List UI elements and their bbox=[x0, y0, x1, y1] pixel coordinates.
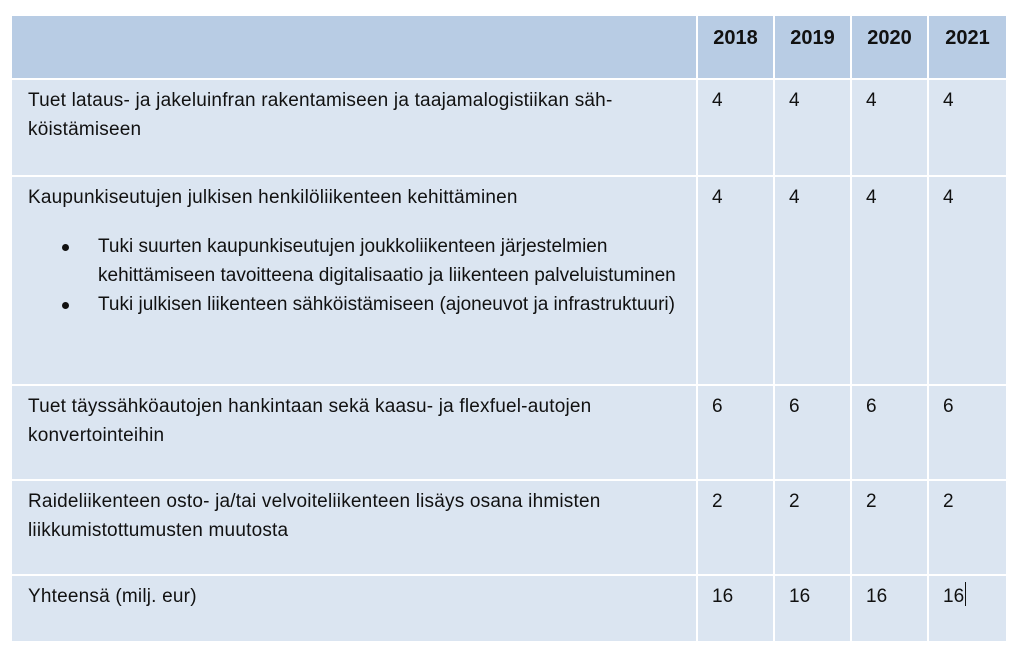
total-value-text: 16 bbox=[943, 586, 965, 607]
bullet-item: Tuki julkisen liikenteen sähköistämiseen… bbox=[62, 290, 682, 319]
funding-table: 2018 2019 2020 2021 Tuet lataus- ja jake… bbox=[12, 16, 1006, 643]
row-label-text: Yhteensä (milj. eur) bbox=[28, 586, 197, 607]
bullet-text: Tuki julkisen liikenteen sähköistämiseen… bbox=[98, 294, 675, 315]
total-value-cell: 16 bbox=[698, 576, 775, 643]
total-value-cell: 16 bbox=[852, 576, 929, 643]
value-cell: 4 bbox=[698, 177, 775, 386]
value-cell: 2 bbox=[852, 481, 929, 576]
header-year-2020: 2020 bbox=[852, 16, 929, 80]
row-label-text: Tuet lataus- ja jakeluinfran rakentamise… bbox=[28, 90, 613, 140]
row-label-text: Tuet täyssähköautojen hankintaan sekä ka… bbox=[28, 396, 592, 446]
value-cell: 4 bbox=[929, 177, 1006, 386]
header-year-2018: 2018 bbox=[698, 16, 775, 80]
value-cell: 2 bbox=[775, 481, 852, 576]
value-cell: 4 bbox=[698, 80, 775, 177]
row-label-total: Yhteensä (milj. eur) bbox=[12, 576, 698, 643]
bullet-item: Tuki suurten kaupunkiseutujen joukkoliik… bbox=[62, 232, 682, 290]
bullet-text: Tuki suurten kaupunkiseutujen joukkoliik… bbox=[98, 236, 676, 286]
value-cell: 6 bbox=[775, 386, 852, 481]
row-label-public-transport: Kaupunkiseutujen julkisen henkilöliikent… bbox=[12, 177, 698, 386]
row-label-charging-infra: Tuet lataus- ja jakeluinfran rakentamise… bbox=[12, 80, 698, 177]
total-value-cell-last[interactable]: 16 bbox=[929, 576, 1006, 643]
bullet-list: Tuki suurten kaupunkiseutujen joukkoliik… bbox=[28, 232, 682, 319]
value-cell: 6 bbox=[852, 386, 929, 481]
row-label-text: Raideliikenteen osto- ja/tai velvoitelii… bbox=[28, 491, 601, 541]
value-cell: 4 bbox=[852, 80, 929, 177]
row-label-electric-cars: Tuet täyssähköautojen hankintaan sekä ka… bbox=[12, 386, 698, 481]
value-cell: 2 bbox=[929, 481, 1006, 576]
row-label-rail-transport: Raideliikenteen osto- ja/tai velvoitelii… bbox=[12, 481, 698, 576]
header-year-2021: 2021 bbox=[929, 16, 1006, 80]
value-cell: 4 bbox=[775, 80, 852, 177]
total-value-cell: 16 bbox=[775, 576, 852, 643]
value-cell: 6 bbox=[698, 386, 775, 481]
row-label-text: Kaupunkiseutujen julkisen henkilöliikent… bbox=[28, 187, 518, 208]
bullet-dot-icon bbox=[62, 244, 69, 251]
header-year-2019: 2019 bbox=[775, 16, 852, 80]
value-cell: 2 bbox=[698, 481, 775, 576]
value-cell: 4 bbox=[775, 177, 852, 386]
text-cursor bbox=[965, 582, 967, 606]
header-empty-cell bbox=[12, 16, 698, 80]
bullet-dot-icon bbox=[62, 302, 69, 309]
value-cell: 4 bbox=[929, 80, 1006, 177]
value-cell: 4 bbox=[852, 177, 929, 386]
value-cell: 6 bbox=[929, 386, 1006, 481]
